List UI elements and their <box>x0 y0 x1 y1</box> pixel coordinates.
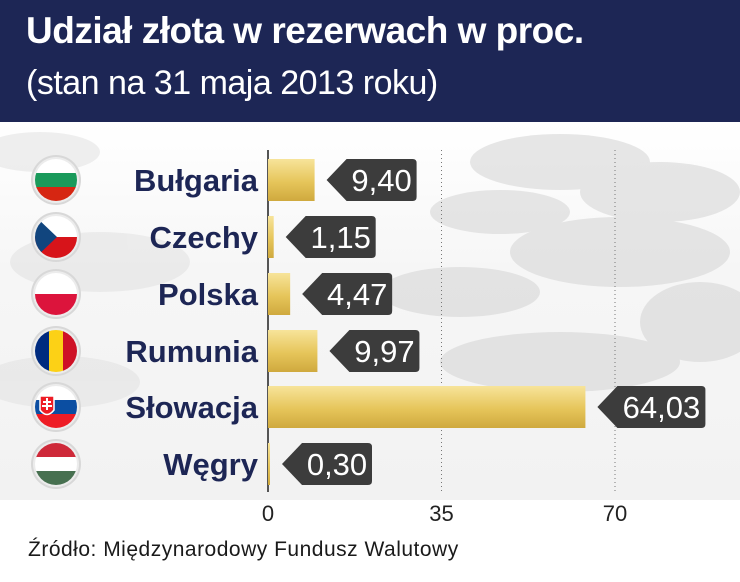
category-label: Bułgaria <box>134 163 259 198</box>
slovakia-flag-icon <box>31 382 81 432</box>
x-tick-label: 70 <box>603 501 627 526</box>
data-label: 0,30 <box>307 447 367 482</box>
romania-flag-icon <box>31 326 81 376</box>
value-callout <box>597 386 706 428</box>
category-label: Czechy <box>149 220 258 255</box>
czech-flag-icon <box>31 212 81 262</box>
x-tick-label: 0 <box>262 501 274 526</box>
header-banner: Udział złota w rezerwach w proc. (stan n… <box>0 0 740 122</box>
source-note: Źródło: Międzynarodowy Fundusz Walutowy <box>28 538 459 561</box>
data-label: 64,03 <box>623 390 701 425</box>
value-callout <box>302 273 393 315</box>
coins-background-image <box>0 132 740 408</box>
bar <box>268 386 586 428</box>
bar <box>268 159 315 201</box>
category-label: Węgry <box>163 447 259 482</box>
bar <box>268 330 318 372</box>
bar <box>268 216 274 258</box>
poland-flag-icon <box>31 269 81 319</box>
data-label: 9,97 <box>354 334 414 369</box>
data-label: 9,40 <box>351 163 411 198</box>
data-label: 1,15 <box>311 220 371 255</box>
value-callout <box>282 443 372 485</box>
category-label: Polska <box>158 277 259 312</box>
hungary-flag-icon <box>31 439 81 489</box>
value-callout <box>326 159 417 201</box>
value-callout <box>329 330 420 372</box>
data-label: 4,47 <box>327 277 387 312</box>
category-label: Słowacja <box>125 390 258 425</box>
chart-title: Udział złota w rezerwach w proc. <box>26 10 584 51</box>
bar <box>268 443 270 485</box>
value-callout <box>285 216 376 258</box>
bar-chart: Bułgaria Czechy Polska Rumunia Słowacja Węgry… <box>31 150 706 526</box>
bulgaria-flag-icon <box>31 155 81 205</box>
bar <box>268 273 291 315</box>
chart-subtitle: (stan na 31 maja 2013 roku) <box>26 64 438 102</box>
x-tick-label: 35 <box>429 501 453 526</box>
category-label: Rumunia <box>125 334 258 369</box>
